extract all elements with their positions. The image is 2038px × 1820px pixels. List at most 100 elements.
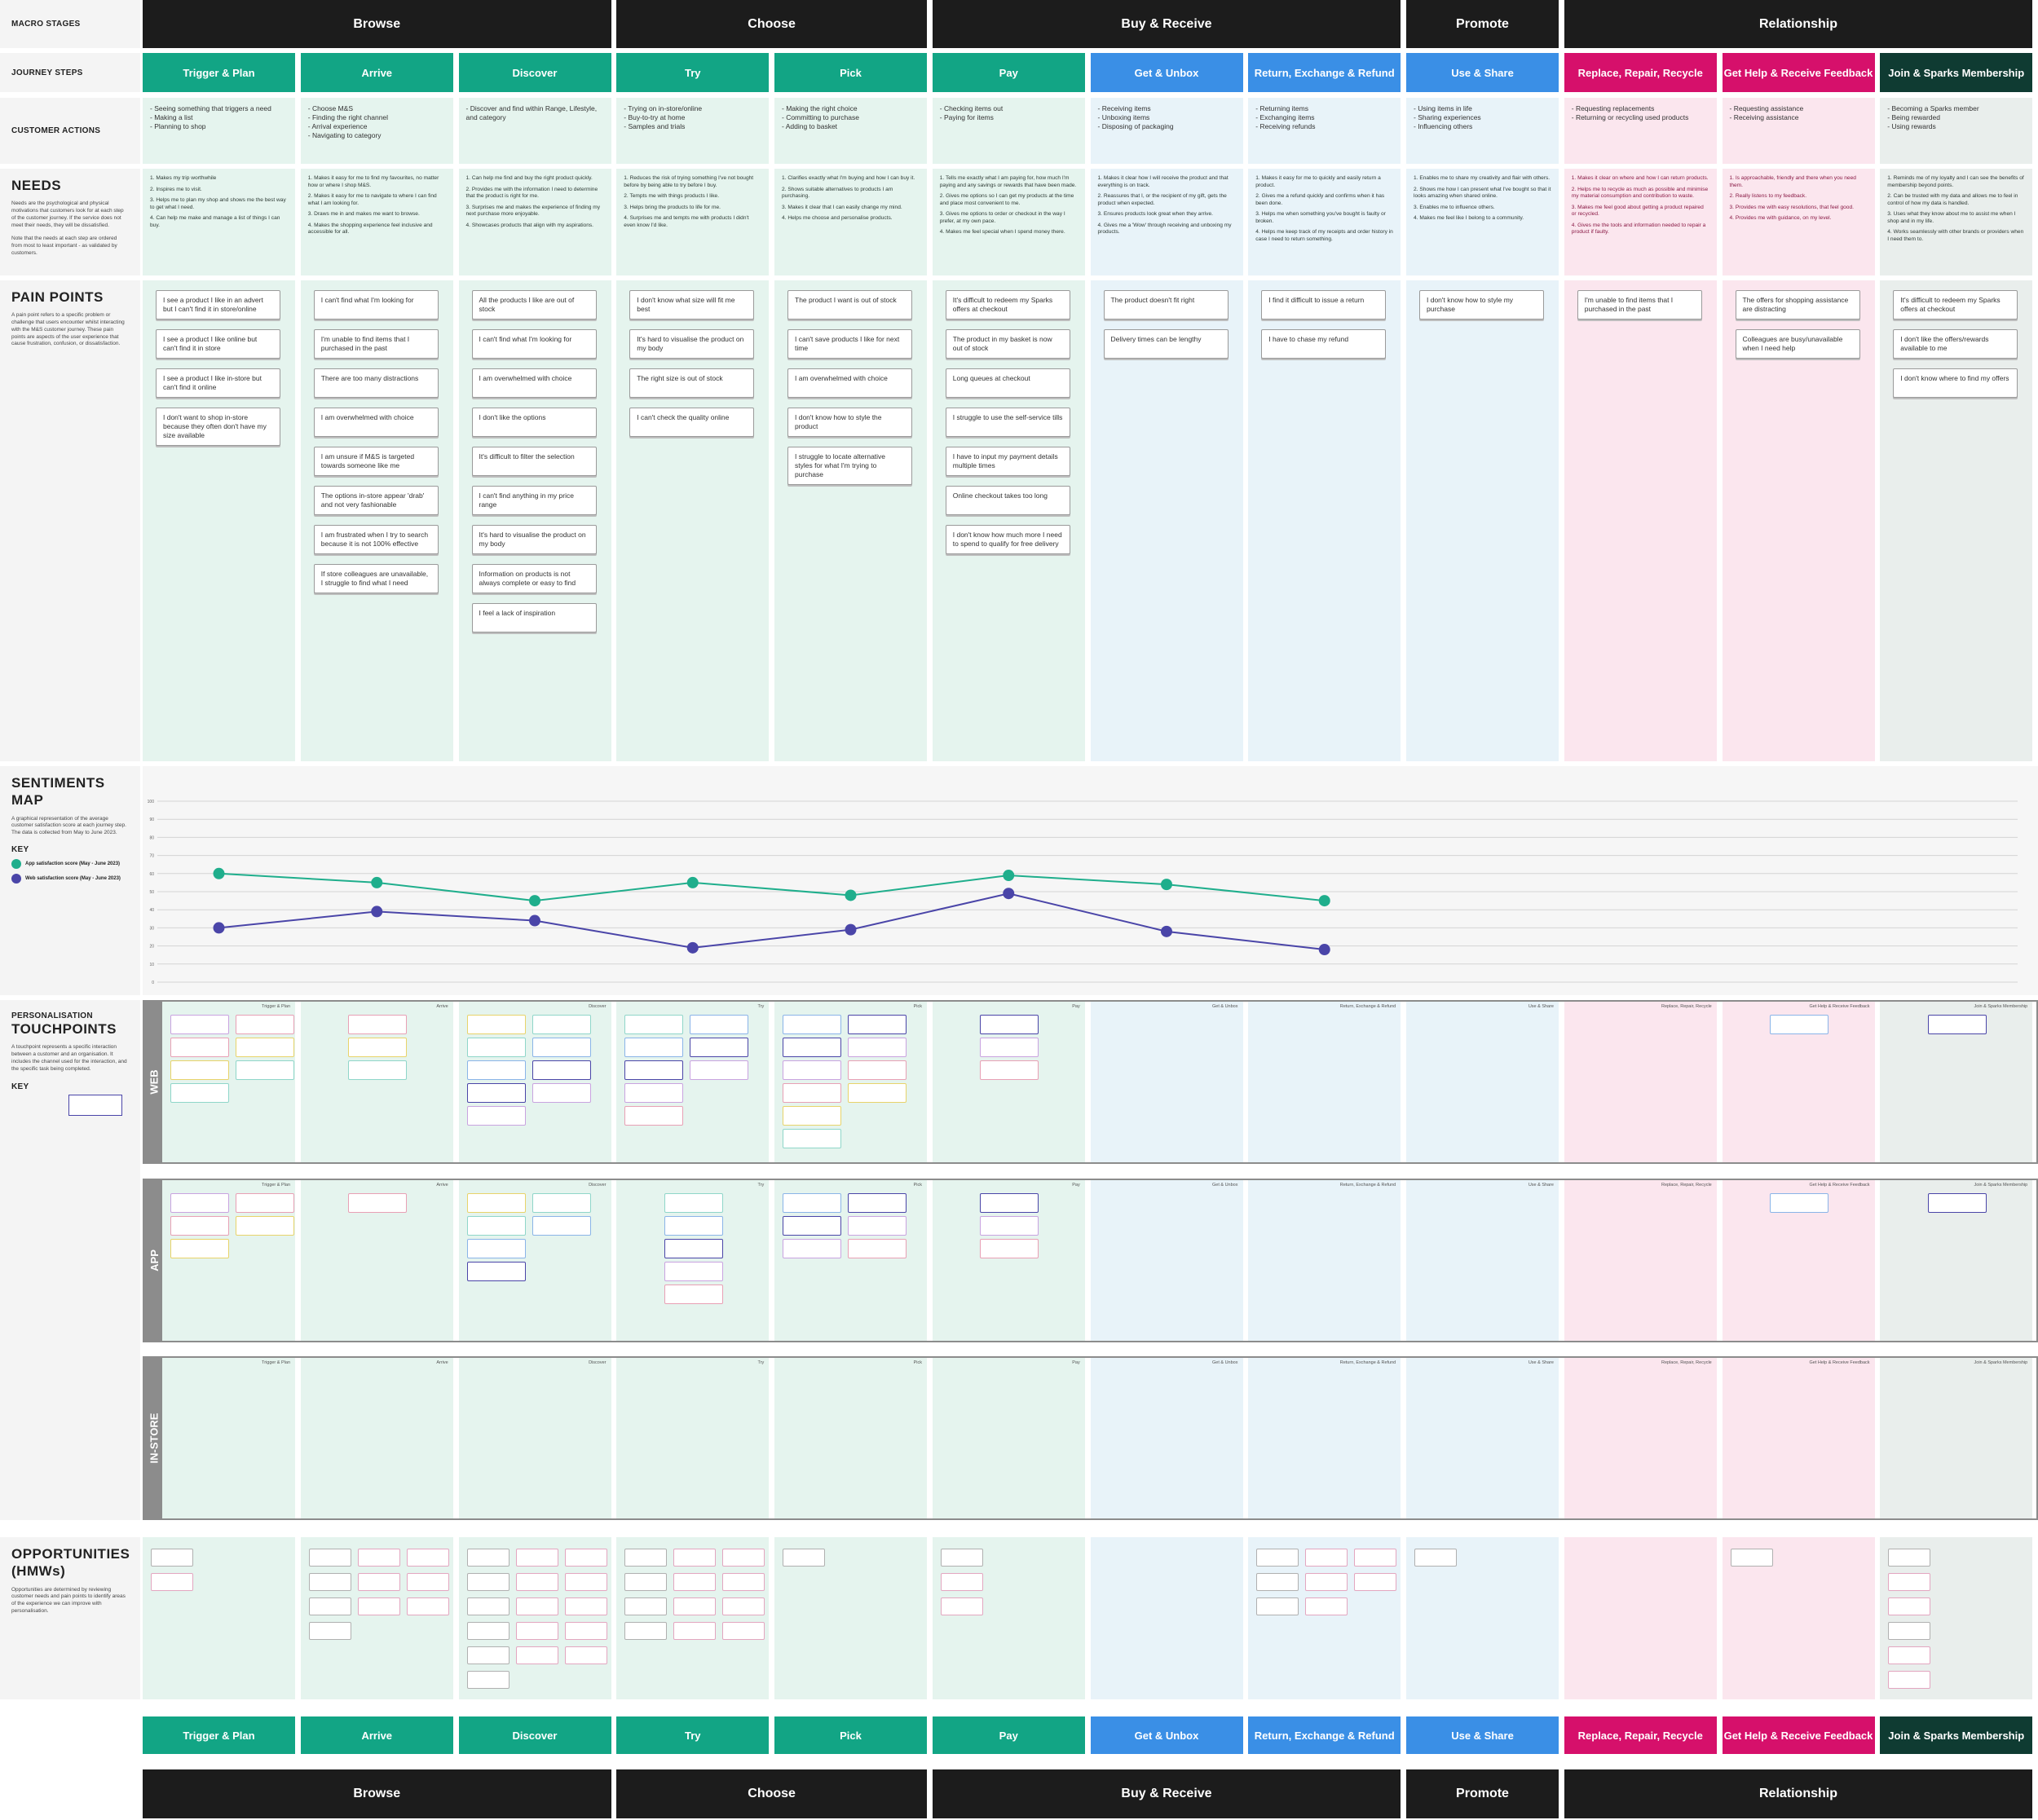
- channel-cell: Get & Unbox: [1090, 1358, 1243, 1518]
- channel-step-label: Trigger & Plan: [262, 1360, 290, 1365]
- sentiment-point: [845, 923, 857, 936]
- sentiment-point: [213, 922, 225, 934]
- actions-cell: - Requesting replacements - Returning or …: [1564, 98, 1717, 164]
- action-item: - Planning to shop: [150, 122, 206, 131]
- row-label: NEEDS Needs are the psychological and phy…: [0, 169, 140, 275]
- touchpoint-card: [236, 1216, 294, 1236]
- channel-step-label: Pay: [1072, 1360, 1080, 1365]
- channel-step-label: Discover: [589, 1004, 607, 1009]
- pain-point-card: I have to chase my refund: [1261, 329, 1387, 359]
- actions-cell: - Choose M&S - Finding the right channel -…: [300, 98, 453, 164]
- pain-point-card: All the products I like are out of stock: [471, 290, 597, 320]
- pain-point-card: I have to input my payment details multi…: [945, 447, 1070, 477]
- channel-cell: Get & Unbox: [1090, 1002, 1243, 1162]
- sentiment-point: [1318, 895, 1330, 907]
- channel-step-label: Return, Exchange & Refund: [1339, 1004, 1396, 1009]
- sentiment-point: [1003, 888, 1015, 900]
- need-item: 4. Makes the shopping experience feel in…: [307, 222, 433, 236]
- opportunity-card: [722, 1573, 765, 1591]
- touchpoint-card: [664, 1239, 723, 1258]
- pain-cell: The product doesn't fit right Delivery ti…: [1090, 280, 1243, 761]
- sentiment-point: [1318, 944, 1330, 956]
- opportunity-card: [564, 1597, 607, 1615]
- opportunity-card: [564, 1573, 607, 1591]
- action-item: - Checking items out: [939, 104, 1004, 112]
- opportunity-card: [722, 1597, 765, 1615]
- opportunity-card: [466, 1671, 510, 1689]
- touchpoint-card: [236, 1193, 294, 1213]
- journey-step: Get Help & Receive Feedback: [1722, 1716, 1875, 1754]
- row-description: A graphical representation of the averag…: [11, 815, 126, 836]
- action-item: - Navigating to category: [307, 131, 382, 140]
- channel-step-label: Return, Exchange & Refund: [1339, 1183, 1396, 1188]
- opportunity-card: [722, 1549, 765, 1567]
- action-item: - Receiving assistance: [1729, 113, 1799, 122]
- need-item: 1. Makes it easy for me to quickly and e…: [1255, 175, 1381, 188]
- need-item: 4. Can help me make and manage a list of…: [150, 215, 280, 228]
- opportunity-card: [357, 1597, 400, 1615]
- journey-step: Trigger & Plan: [143, 1716, 295, 1754]
- opportunity-card: [1256, 1573, 1299, 1591]
- channel-step-label: Get & Unbox: [1212, 1183, 1238, 1188]
- need-item: 1. Reminds me of my loyalty and I can se…: [1887, 175, 2024, 188]
- action-item: - Receiving refunds: [1255, 122, 1316, 131]
- action-item: - Unboxing items: [1097, 113, 1150, 122]
- touchpoint-card: [170, 1060, 229, 1080]
- pain-point-card: The right size is out of stock: [629, 368, 755, 399]
- need-item: 3. Enables me to influence others.: [1414, 204, 1495, 210]
- need-item: 1. Tells me exactly what I am paying for…: [939, 175, 1077, 188]
- actions-cell: - Checking items out - Paying for items: [932, 98, 1085, 164]
- need-item: 2. Gives me options so I can get my prod…: [939, 193, 1074, 206]
- need-item: 3. Helps bring the products to life for …: [624, 204, 721, 210]
- opportunity-card: [624, 1597, 668, 1615]
- channel-step-label: Try: [757, 1360, 765, 1365]
- touchpoint-card: [783, 1106, 841, 1126]
- opportunity-card: [1354, 1573, 1397, 1591]
- channel-bar: IN-STORE: [144, 1358, 164, 1518]
- pain-point-card: I don't know how to style the product: [787, 408, 912, 438]
- action-item: - Requesting replacements: [1571, 104, 1655, 112]
- need-item: 1. Can help me find and buy the right pr…: [465, 175, 593, 181]
- needs-cell: 1. Reduces the risk of trying something …: [616, 169, 770, 275]
- need-item: 2. Helps me to recycle as much as possib…: [1571, 186, 1709, 200]
- touchpoint-card: [664, 1216, 723, 1236]
- y-tick-label: 80: [149, 835, 154, 840]
- y-tick-label: 30: [149, 926, 154, 931]
- needs-cell: 1. Can help me find and buy the right pr…: [458, 169, 611, 275]
- touchpoint-card: [236, 1015, 294, 1034]
- channel-cell: Arrive: [300, 1358, 453, 1518]
- sentiment-point: [686, 876, 699, 888]
- legend-entry: App satisfaction score (May - June 2023): [11, 858, 129, 869]
- opportunity-card: [406, 1549, 449, 1567]
- journey-step: Join & Sparks Membership: [1880, 53, 2033, 92]
- channel-cell: Pay: [932, 1002, 1085, 1162]
- pain-point-card: The product I want is out of stock: [787, 290, 912, 319]
- opportunity-card: [308, 1549, 351, 1567]
- opportunity-card: [1888, 1549, 1931, 1567]
- touchpoint-card: [1927, 1193, 1987, 1213]
- touchpoint-card: [348, 1060, 408, 1080]
- opportunity-card: [1888, 1573, 1931, 1591]
- journey-step: Discover: [458, 1716, 611, 1754]
- needs-cell: 1. Makes it clear on where and how I can…: [1564, 169, 1717, 275]
- opportunity-card: [151, 1573, 193, 1591]
- needs-cell: 1. Makes it clear how I will receive the…: [1090, 169, 1243, 275]
- channel-step-label: Replace, Repair, Recycle: [1661, 1004, 1712, 1009]
- opportunity-card: [515, 1622, 558, 1640]
- sentiment-panel: 0 10 20 30 40 50 60 70 80 90 100: [143, 766, 2038, 995]
- touchpoint-card: [690, 1060, 749, 1080]
- channel-cell: Join & Sparks Membership: [1880, 1002, 2033, 1162]
- pain-point-card: I am overwhelmed with choice: [787, 368, 912, 399]
- row-label: MACRO STAGES: [0, 0, 140, 48]
- channel-cell: Pick: [774, 1358, 927, 1518]
- touchpoint-card: [1770, 1193, 1828, 1213]
- opportunity-card: [515, 1597, 558, 1615]
- channel-step-label: Use & Share: [1528, 1360, 1554, 1365]
- touchpoint-card: [466, 1239, 526, 1258]
- row-label: OPPORTUNITIES (HMWs) Opportunities are de…: [0, 1537, 140, 1699]
- opportunity-card: [673, 1573, 717, 1591]
- need-item: 4. Makes me feel special when I spend mo…: [939, 229, 1065, 236]
- touchpoint-card: [848, 1083, 907, 1103]
- macro-stage: Promote: [1406, 1769, 1559, 1818]
- actions-cell: - Using items in life - Sharing experienc…: [1406, 98, 1559, 164]
